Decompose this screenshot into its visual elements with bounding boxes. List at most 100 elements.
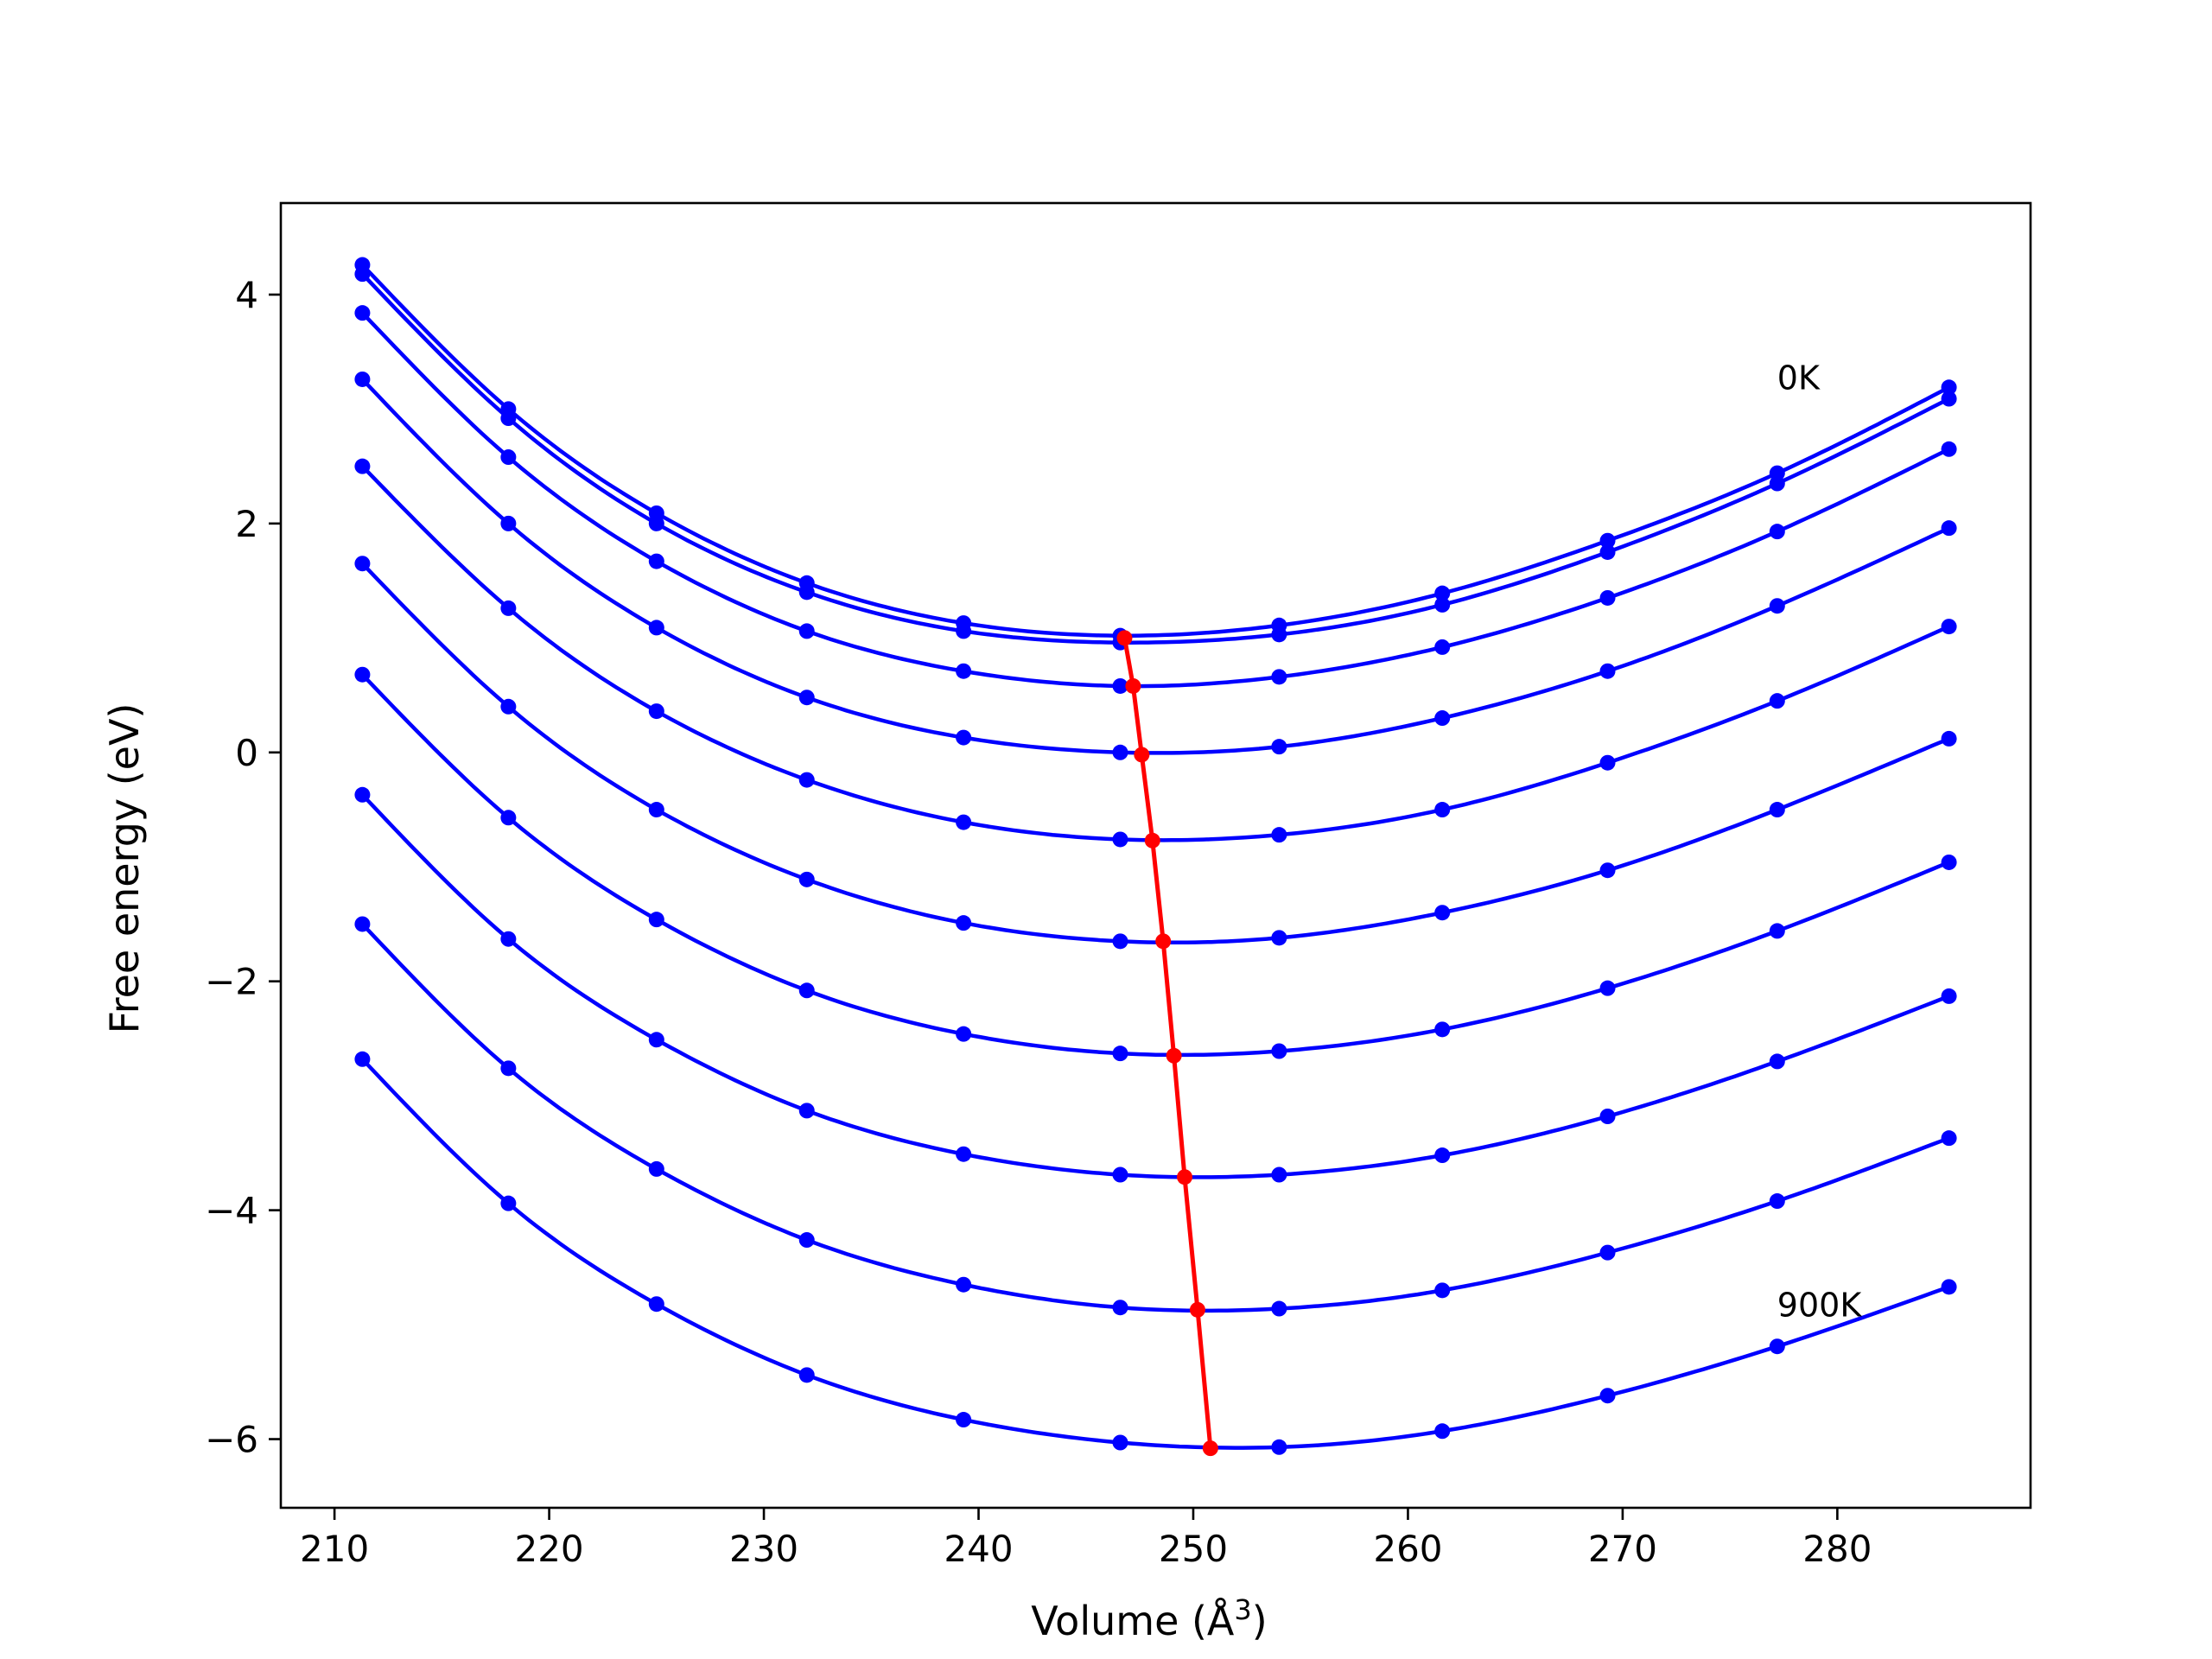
data-point [798,1367,815,1383]
data-point [354,458,371,474]
data-point [648,802,664,818]
data-point [1112,1300,1128,1316]
data-point [798,772,815,788]
data-point [1769,524,1785,540]
y-tick-label: 2 [235,503,258,545]
series-line [360,1058,1950,1450]
data-point [500,931,517,947]
data-point [1112,831,1128,848]
data-point [798,623,815,639]
data-point [1941,391,1957,407]
data-point [1941,854,1957,870]
data-point [1599,1388,1616,1404]
data-point [956,1146,972,1162]
curve-series-group [354,257,1957,1455]
data-point [798,1232,815,1249]
series-line [360,272,1950,645]
data-point [500,1060,517,1077]
data-point [1599,589,1616,606]
data-point [798,982,815,999]
data-point [500,600,517,616]
y-tick-label: −4 [205,1190,258,1232]
data-point [1434,802,1451,818]
data-point [1599,532,1616,549]
data-point [1599,980,1616,996]
data-point [956,1026,972,1042]
data-point [648,620,664,636]
data-point [500,515,517,531]
x-axis-label-text: Volume (Å [1031,1598,1235,1644]
minimum-point [1189,1301,1205,1318]
series-line [360,793,1950,1179]
data-point [1769,475,1785,492]
data-point [1434,1021,1451,1038]
data-point [354,666,371,683]
y-tick-label: −6 [205,1419,258,1461]
x-axis-label-superscript: 3 [1234,1593,1251,1626]
data-point [798,690,815,706]
data-point [1271,669,1287,685]
data-point [354,1051,371,1067]
x-tick-label: 220 [514,1528,583,1570]
data-point [1599,1109,1616,1124]
data-point [1271,1043,1287,1059]
data-point [1271,1300,1287,1317]
data-point [648,912,664,928]
x-tick-label: 280 [1802,1528,1872,1570]
data-point [354,786,371,803]
x-tick-label: 230 [729,1528,798,1570]
data-point [1599,862,1616,879]
data-point [1112,677,1128,694]
data-point [1271,1439,1287,1455]
data-point [1434,1147,1451,1164]
data-point [1769,923,1785,939]
y-tick-label: 4 [235,274,258,316]
data-point [1434,639,1451,655]
series-line [360,378,1950,755]
data-point [798,871,815,887]
minimum-point [1155,933,1172,950]
data-point [648,1160,664,1177]
x-tick-label: 210 [300,1528,369,1570]
data-point [648,1296,664,1313]
x-axis-ticks: 210 220 230 240 250 260 270 280 [300,1508,1872,1570]
data-point [1599,543,1616,560]
data-point [1271,930,1287,946]
data-point [1941,988,1957,1004]
y-axis-ticks: 4 2 0 −2 −4 −6 [205,274,281,1461]
data-point [500,449,517,466]
data-point [354,556,371,572]
data-point [354,371,371,387]
minimum-point [1134,747,1150,763]
x-axis-label-close: ) [1252,1598,1268,1644]
data-point [1271,1166,1287,1183]
data-point [956,1412,972,1428]
data-point [1941,1130,1957,1147]
x-axis-label: Volume (Å3) [1031,1593,1267,1644]
data-point [1769,802,1785,818]
annotations: 0K 900K [1777,359,1863,1325]
x-tick-label: 260 [1373,1528,1442,1570]
data-point [1769,693,1785,709]
data-point [500,1195,517,1211]
y-tick-label: −2 [205,961,258,1003]
curve-annotation: 0K [1777,359,1821,397]
x-tick-label: 240 [944,1528,1013,1570]
data-point [500,810,517,826]
data-point [1941,730,1957,747]
series-line [360,311,1950,689]
data-point [798,1103,815,1119]
data-point [648,553,664,569]
data-point [1112,1046,1128,1062]
data-point [500,410,517,427]
data-point [1941,520,1957,537]
series-line [360,673,1950,1058]
data-point [1941,379,1957,396]
data-point [956,623,972,639]
data-point [956,663,972,679]
minimum-point [1144,832,1160,849]
data-point [648,703,664,720]
y-axis-label: Free energy (eV) [101,703,148,1034]
data-point [1271,626,1287,643]
